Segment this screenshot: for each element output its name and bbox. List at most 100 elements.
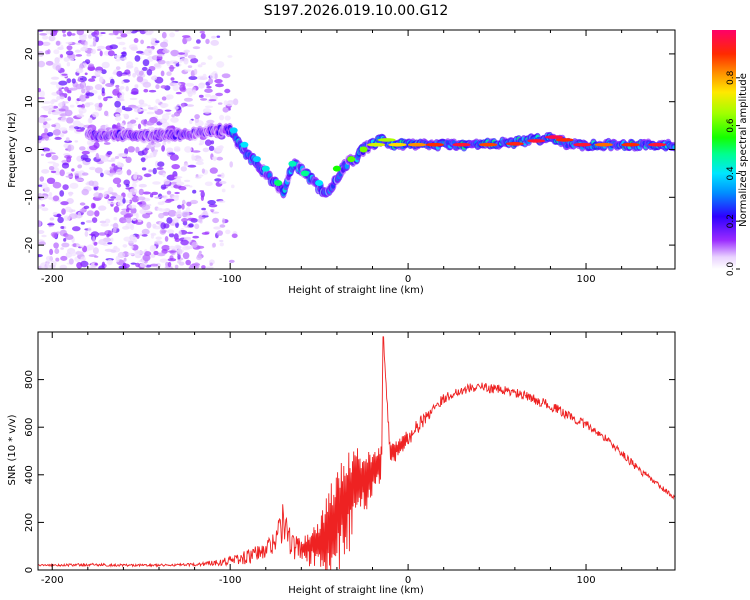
heatmap-cell xyxy=(80,245,84,248)
heatmap-cell xyxy=(191,241,198,248)
heatmap-cell xyxy=(90,202,95,209)
x-tick-label: -100 xyxy=(219,575,242,586)
heatmap-cell xyxy=(120,210,127,216)
heatmap-cell xyxy=(141,228,150,235)
heatmap-cell xyxy=(208,78,214,85)
heatmap-cell xyxy=(215,145,224,153)
heatmap-cell xyxy=(166,190,172,195)
heatmap-cell xyxy=(163,179,170,185)
heatmap-cell xyxy=(43,135,48,138)
heatmap-cell xyxy=(155,98,161,104)
heatmap-cell xyxy=(71,209,76,212)
heatmap-cell xyxy=(201,232,210,235)
heatmap-cell xyxy=(127,252,135,256)
heatmap-x-ticks: -200 -100 0 100 xyxy=(41,30,658,285)
heatmap-cell xyxy=(204,181,213,187)
heatmap-cell xyxy=(347,156,356,163)
heatmap-x-label: Height of straight line (km) xyxy=(288,285,424,296)
heatmap-cell xyxy=(66,117,74,124)
heatmap-cell xyxy=(59,132,65,138)
heatmap-cell xyxy=(47,110,52,115)
heatmap-cell xyxy=(201,215,209,218)
heatmap-cell xyxy=(93,186,99,191)
heatmap-cell xyxy=(134,55,141,62)
heatmap-cell xyxy=(47,223,55,226)
heatmap-cell xyxy=(116,70,123,77)
heatmap-cell xyxy=(121,80,125,85)
heatmap-cell xyxy=(49,217,55,221)
heatmap-cell xyxy=(106,233,110,238)
heatmap-cell xyxy=(94,210,100,217)
heatmap-cell xyxy=(166,217,173,224)
heatmap-cell xyxy=(367,142,386,147)
heatmap-cell xyxy=(197,252,201,256)
heatmap-cell xyxy=(67,145,72,152)
heatmap-cell xyxy=(177,204,182,209)
heatmap-cell xyxy=(185,82,195,87)
heatmap-cell xyxy=(127,240,134,244)
heatmap-cell xyxy=(38,40,44,46)
heatmap-cell xyxy=(180,239,189,246)
heatmap-cell xyxy=(42,101,51,104)
heatmap-cell xyxy=(191,156,197,160)
heatmap-cell xyxy=(115,113,120,117)
heatmap-cell xyxy=(104,218,111,224)
heatmap-cell xyxy=(179,85,185,91)
heatmap-cell xyxy=(140,39,145,45)
heatmap-cell xyxy=(108,32,115,36)
colorbar-ticks: 0.0 0.2 0.4 0.6 0.8 xyxy=(726,70,740,276)
heatmap-cell xyxy=(61,93,68,97)
heatmap-cell xyxy=(216,156,224,161)
heatmap-cell xyxy=(156,53,165,57)
y-tick-label: 0 xyxy=(24,567,35,573)
heatmap-cell xyxy=(200,33,206,39)
heatmap-cell xyxy=(216,61,225,68)
heatmap-cell xyxy=(177,253,181,260)
heatmap-cell xyxy=(117,200,124,207)
heatmap-cell xyxy=(106,150,113,155)
heatmap-cell xyxy=(146,155,153,159)
heatmap-cell xyxy=(100,32,106,34)
heatmap-cell xyxy=(133,38,139,43)
heatmap-cell xyxy=(199,190,204,193)
heatmap-cell xyxy=(193,68,198,75)
heatmap-cell xyxy=(157,161,165,167)
heatmap-cell xyxy=(142,254,151,262)
heatmap-cell xyxy=(64,140,73,144)
heatmap-cell xyxy=(212,242,217,248)
snr-frame xyxy=(37,331,676,571)
heatmap-cell xyxy=(98,239,107,245)
heatmap-cell xyxy=(150,253,156,258)
y-tick-label: 600 xyxy=(24,418,35,437)
heatmap-cell xyxy=(187,90,193,97)
heatmap-cell xyxy=(91,217,98,224)
heatmap-cell xyxy=(103,97,108,102)
heatmap-cell xyxy=(147,104,151,108)
heatmap-cell xyxy=(38,241,46,246)
heatmap-cell xyxy=(169,154,179,161)
heatmap-cell xyxy=(148,126,155,131)
heatmap-cell xyxy=(71,33,76,36)
heatmap-cell xyxy=(187,65,193,68)
x-tick-label: 0 xyxy=(405,575,411,586)
heatmap-cell xyxy=(173,111,181,117)
heatmap-cell xyxy=(648,142,667,147)
heatmap-cell xyxy=(154,240,163,245)
heatmap-cell xyxy=(60,247,64,250)
heatmap-cell xyxy=(388,142,407,147)
heatmap-cell xyxy=(204,213,209,216)
heatmap-cell xyxy=(104,110,109,117)
heatmap-cell xyxy=(200,98,208,101)
heatmap-cell xyxy=(208,145,215,151)
heatmap-cell xyxy=(173,83,182,86)
heatmap-cell xyxy=(98,192,103,199)
heatmap-cell xyxy=(115,116,122,122)
heatmap-cell xyxy=(116,122,121,128)
heatmap-cell xyxy=(182,252,190,260)
heatmap-cell xyxy=(38,116,46,124)
heatmap-cell xyxy=(155,84,160,90)
heatmap-cell xyxy=(129,199,133,204)
heatmap-cell xyxy=(71,78,76,84)
heatmap-cell xyxy=(87,66,96,71)
heatmap-cell xyxy=(211,35,217,39)
